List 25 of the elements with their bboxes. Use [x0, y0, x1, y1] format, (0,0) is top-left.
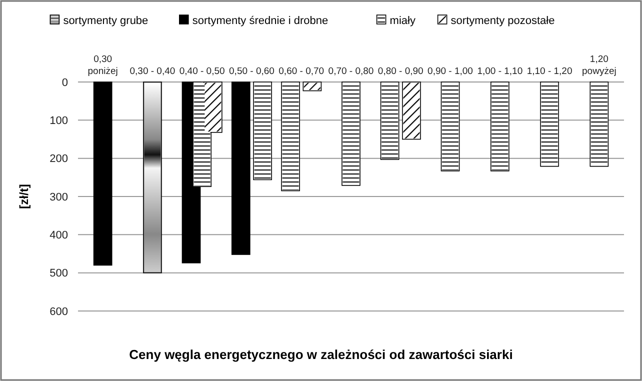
x-tick-label: 0,30 poniżej — [88, 54, 118, 77]
y-tick-label: 500 — [50, 268, 68, 280]
x-tick-label: 1,10 - 1,20 — [526, 66, 572, 77]
legend-label: miały — [390, 14, 416, 27]
y-tick-label: 0 — [62, 76, 68, 89]
y-tick-label: 600 — [50, 306, 68, 318]
x-tick-label: 0,40 - 0,50 — [179, 66, 225, 77]
bar — [231, 82, 250, 255]
x-tick-label: 0,60 - 0,70 — [278, 66, 324, 77]
y-tick-label: 100 — [50, 115, 68, 128]
y-tick-label: 300 — [50, 191, 68, 204]
text: Ceny węgla energetycznego w zależności od zawartości siarki — [129, 347, 513, 362]
legend-label: sortymenty grube — [63, 14, 148, 27]
x-tick-label: 1,00 - 1,10 — [477, 66, 523, 77]
x-tick-label: 0,80 - 0,90 — [378, 66, 424, 77]
y-tick-label: 400 — [50, 230, 68, 242]
y-tick-label: 200 — [50, 153, 68, 166]
x-tick-label: 0,70 - 0,80 — [328, 66, 374, 77]
x-tick-label: 1,20 powyżej — [582, 54, 616, 77]
legend-label: sortymenty średnie i drobne — [192, 14, 328, 27]
x-tick-label: 0,90 - 1,00 — [428, 66, 473, 77]
legend-label: sortymenty pozostałe — [450, 14, 555, 27]
y-axis-title: [zł/t] — [17, 184, 31, 209]
x-tick-label: 0,50 - 0,60 — [229, 66, 274, 77]
x-tick-label: 0,30 - 0,40 — [130, 66, 176, 77]
